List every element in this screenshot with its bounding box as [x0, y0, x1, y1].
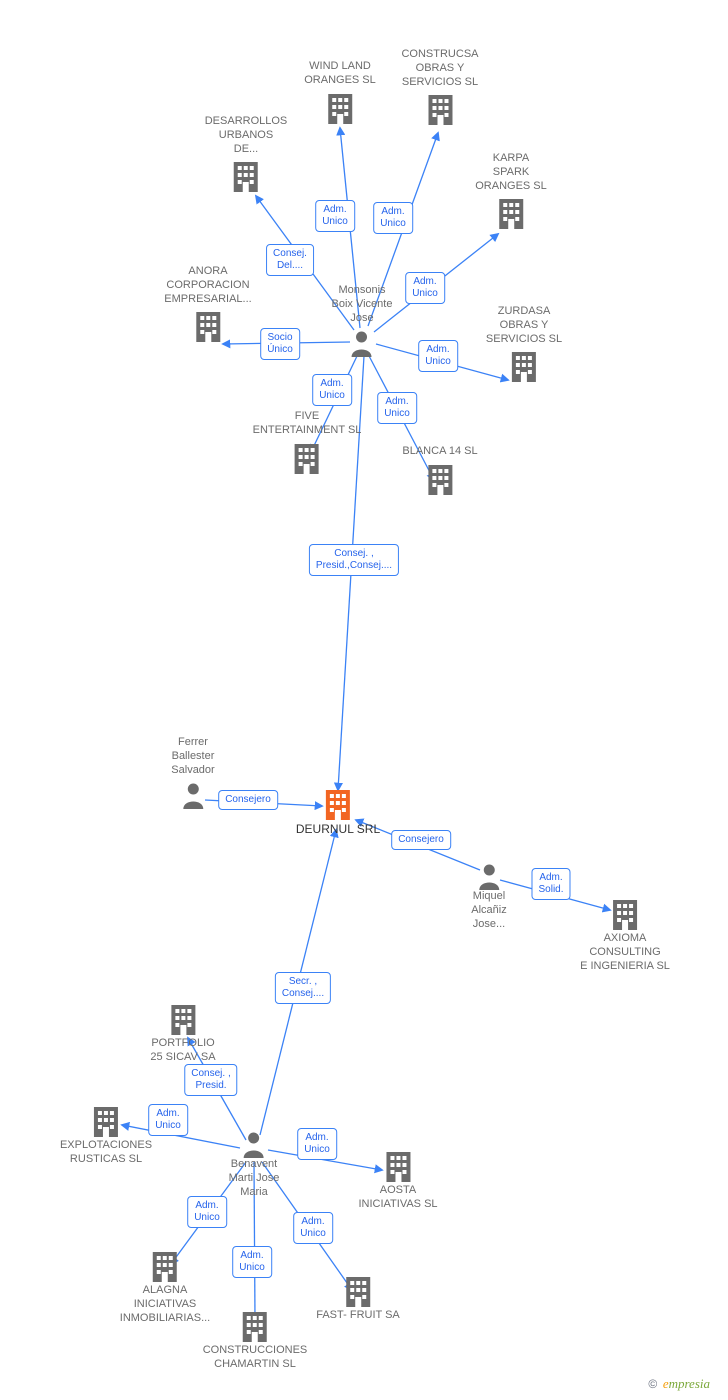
node-label: AXIOMA CONSULTING E INGENIERIA SL: [580, 932, 670, 973]
node-label: EXPLOTACIONES RUSTICAS SL: [60, 1139, 152, 1167]
node-label: Monsonis Boix Vicente Jose: [332, 284, 393, 325]
building-icon: [253, 442, 362, 476]
company-node[interactable]: KARPA SPARK ORANGES SL: [475, 152, 547, 231]
node-label: ANORA CORPORACION EMPRESARIAL...: [164, 265, 251, 306]
node-label: CONSTRUCCIONES CHAMARTIN SL: [203, 1344, 308, 1372]
building-icon: [60, 1105, 152, 1139]
person-icon: [229, 1130, 280, 1158]
company-node[interactable]: DESARROLLOS URBANOS DE...: [205, 115, 288, 194]
node-label: FIVE ENTERTAINMENT SL: [253, 410, 362, 438]
company-node[interactable]: ANORA CORPORACION EMPRESARIAL...: [164, 265, 251, 344]
company-node[interactable]: BLANCA 14 SL: [402, 445, 477, 497]
node-label: FAST- FRUIT SA: [316, 1309, 400, 1323]
node-label: CONSTRUCSA OBRAS Y SERVICIOS SL: [401, 48, 478, 89]
node-label: Miquel Alcañiz Jose...: [471, 890, 506, 931]
edge-label: Adm. Unico: [377, 392, 417, 424]
node-label: AOSTA INICIATIVAS SL: [358, 1184, 437, 1212]
node-label: DESARROLLOS URBANOS DE...: [205, 115, 288, 156]
building-icon: [486, 350, 562, 384]
company-node[interactable]: EXPLOTACIONES RUSTICAS SL: [60, 1105, 152, 1171]
building-icon: [580, 898, 670, 932]
person-node[interactable]: Benavent Marti Jose Maria: [229, 1130, 280, 1203]
brand-rest: mpresia: [669, 1376, 710, 1391]
building-icon: [296, 788, 380, 822]
copyright-symbol: ©: [648, 1377, 657, 1391]
node-label: BLANCA 14 SL: [402, 445, 477, 459]
node-label: WIND LAND ORANGES SL: [304, 60, 376, 88]
building-icon: [401, 93, 478, 127]
edge-label: Consejero: [218, 790, 278, 810]
edge-label: Adm. Unico: [148, 1104, 188, 1136]
node-label: ZURDASA OBRAS Y SERVICIOS SL: [486, 305, 562, 346]
company-node[interactable]: FAST- FRUIT SA: [316, 1275, 400, 1327]
company-node[interactable]: CONSTRUCSA OBRAS Y SERVICIOS SL: [401, 48, 478, 127]
edge-label: Adm. Unico: [232, 1246, 272, 1278]
building-icon: [120, 1250, 210, 1284]
person-icon: [171, 781, 214, 809]
person-node[interactable]: Ferrer Ballester Salvador: [171, 736, 214, 809]
building-icon: [475, 197, 547, 231]
edge-label: Adm. Unico: [187, 1196, 227, 1228]
company-node[interactable]: WIND LAND ORANGES SL: [304, 60, 376, 126]
company-node[interactable]: AXIOMA CONSULTING E INGENIERIA SL: [580, 898, 670, 977]
building-icon: [205, 160, 288, 194]
person-icon: [332, 329, 393, 357]
person-node[interactable]: Miquel Alcañiz Jose...: [471, 862, 506, 935]
company-node[interactable]: ALAGNA INICIATIVAS INMOBILIARIAS...: [120, 1250, 210, 1329]
company-node[interactable]: DEURNUL SRL: [296, 788, 380, 841]
building-icon: [358, 1150, 437, 1184]
building-icon: [164, 310, 251, 344]
node-label: Ferrer Ballester Salvador: [171, 736, 214, 777]
building-icon: [316, 1275, 400, 1309]
footer-credit: © empresia: [648, 1376, 710, 1392]
edge-label: Adm. Unico: [418, 340, 458, 372]
edge-label: Socio Único: [260, 328, 300, 360]
edge-label: Adm. Unico: [315, 200, 355, 232]
company-node[interactable]: CONSTRUCCIONES CHAMARTIN SL: [203, 1310, 308, 1376]
company-node[interactable]: AOSTA INICIATIVAS SL: [358, 1150, 437, 1216]
node-label: PORTFOLIO 25 SICAV SA: [150, 1037, 215, 1065]
edge-label: Consej. Del....: [266, 244, 314, 276]
company-node[interactable]: PORTFOLIO 25 SICAV SA: [150, 1003, 215, 1069]
company-node[interactable]: FIVE ENTERTAINMENT SL: [253, 410, 362, 476]
building-icon: [203, 1310, 308, 1344]
person-node[interactable]: Monsonis Boix Vicente Jose: [332, 284, 393, 357]
edge-label: Consejero: [391, 830, 451, 850]
edge-label: Adm. Solid.: [531, 868, 570, 900]
building-icon: [304, 92, 376, 126]
edge-label: Adm. Unico: [293, 1212, 333, 1244]
edge-label: Consej. , Presid.: [184, 1064, 237, 1096]
node-label: DEURNUL SRL: [296, 822, 380, 837]
edge-label: Adm. Unico: [312, 374, 352, 406]
node-label: Benavent Marti Jose Maria: [229, 1158, 280, 1199]
edge-label: Adm. Unico: [373, 202, 413, 234]
edge-label: Consej. , Presid.,Consej....: [309, 544, 399, 576]
building-icon: [402, 463, 477, 497]
node-label: KARPA SPARK ORANGES SL: [475, 152, 547, 193]
node-label: ALAGNA INICIATIVAS INMOBILIARIAS...: [120, 1284, 210, 1325]
edge-label: Secr. , Consej....: [275, 972, 331, 1004]
person-icon: [471, 862, 506, 890]
edge-label: Adm. Unico: [297, 1128, 337, 1160]
edge-label: Adm. Unico: [405, 272, 445, 304]
building-icon: [150, 1003, 215, 1037]
company-node[interactable]: ZURDASA OBRAS Y SERVICIOS SL: [486, 305, 562, 384]
